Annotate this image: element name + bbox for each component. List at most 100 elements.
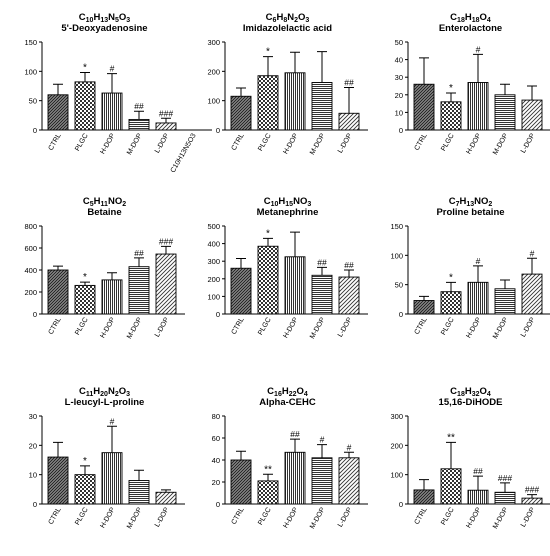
significance-label: # — [476, 44, 481, 54]
y-tick-label: 30 — [29, 412, 37, 421]
error-bar-l-dop — [344, 269, 354, 278]
x-tick-label: L-DOP — [520, 316, 537, 338]
x-tick-label: H-DOP — [282, 316, 300, 339]
y-tick-label: 100 — [390, 251, 403, 260]
x-tick-label: L-DOP — [154, 316, 171, 338]
significance-label: * — [449, 272, 453, 283]
x-tick-label: M-DOP — [126, 316, 144, 340]
bar-ctrl — [230, 267, 252, 315]
error-bar-ctrl — [419, 57, 429, 85]
y-tick-label: 150 — [390, 222, 403, 231]
y-tick-label: 100 — [207, 292, 220, 301]
bar-ctrl — [413, 489, 435, 505]
x-tick-label: L-DOP — [337, 506, 354, 528]
chart-formula: C18H32O4 — [450, 386, 491, 398]
bar-plgc — [257, 75, 279, 131]
x-tick-label: CTRL — [48, 316, 63, 335]
error-bar-ctrl — [53, 441, 63, 458]
error-bar-m-dop — [317, 444, 327, 458]
bar-h-dop — [467, 82, 489, 131]
error-bar-l-dop — [161, 117, 171, 123]
error-bar-m-dop — [134, 110, 144, 120]
error-bar-l-dop — [344, 451, 354, 458]
significance-label: ### — [159, 236, 173, 246]
chart-title: Imidazolelactic acid — [242, 23, 333, 34]
error-bar-h-dop — [473, 265, 483, 283]
significance-label: # — [347, 442, 352, 452]
bar-h-dop — [101, 279, 123, 315]
y-tick-label: 0 — [216, 310, 220, 319]
y-tick-label: 30 — [395, 73, 403, 82]
bar-h-dop — [467, 281, 489, 315]
y-tick-label: 0 — [33, 126, 37, 135]
chart-formula: C16H22O4 — [267, 386, 308, 398]
y-tick-label: 200 — [390, 441, 403, 450]
y-tick-label: 100 — [24, 67, 37, 76]
bar-h-dop — [284, 256, 306, 315]
x-tick-label: PLGC — [74, 507, 90, 527]
error-bar-h-dop — [290, 231, 300, 257]
significance-label: ## — [317, 257, 327, 267]
y-tick-label: 100 — [207, 97, 220, 106]
chart-title: Betaine — [87, 207, 122, 218]
error-bar-ctrl — [236, 450, 246, 460]
bar-l-dop — [155, 253, 177, 315]
significance-label: * — [266, 47, 270, 58]
bar-l-dop — [521, 273, 543, 315]
chart-panel-betaine: C5H11NO2 Betaine 0 200 400 600 800 CTRL * PLGC H-D… — [0, 196, 185, 366]
bar-m-dop — [494, 288, 516, 315]
y-tick-label: 300 — [207, 257, 220, 266]
bar-m-dop — [128, 118, 150, 131]
bar-l-dop — [521, 497, 543, 505]
chart-panel-l-leucyl-l-proline: C11H20N2O3 L-leucyl-L-proline 0 10 20 30 CTRL *… — [0, 386, 185, 556]
y-tick-label: 0 — [399, 500, 403, 509]
y-tick-label: 300 — [390, 412, 403, 421]
y-tick-label: 10 — [29, 471, 37, 480]
chart-title: Alpha-CEHC — [259, 397, 316, 408]
y-tick-label: 20 — [29, 441, 37, 450]
x-tick-label: M-DOP — [492, 506, 510, 530]
significance-label: ## — [134, 248, 144, 258]
y-tick-label: 40 — [212, 456, 220, 465]
y-tick-label: 50 — [395, 281, 403, 290]
significance-label: ### — [498, 473, 512, 483]
x-tick-label: H-DOP — [282, 132, 300, 155]
error-bar-ctrl — [419, 479, 429, 490]
error-bar-l-dop — [527, 257, 537, 275]
error-bar-l-dop — [527, 494, 537, 499]
chart-title: L-leucyl-L-proline — [64, 397, 145, 408]
error-bar-ctrl — [236, 258, 246, 269]
bar-plgc — [440, 101, 462, 131]
chart-panel-15-16-dihode: C18H32O4 15,16-DiHODE 0 100 200 300 CTRL ** PLGC… — [366, 386, 550, 556]
x-tick-label: CTRL — [48, 506, 63, 525]
bar-ctrl — [47, 456, 69, 505]
error-bar-l-dop — [161, 245, 171, 255]
bar-h-dop — [101, 92, 123, 131]
x-tick-label: M-DOP — [309, 132, 327, 156]
y-tick-label: 20 — [212, 478, 220, 487]
y-tick-label: 300 — [207, 38, 220, 47]
x-tick-label: PLGC — [74, 133, 90, 153]
y-tick-label: 0 — [216, 500, 220, 509]
x-tick-label: PLGC — [440, 317, 456, 337]
chart-formula: C5H11NO2 — [82, 196, 127, 208]
chart-formula: C11H20N2O3 — [78, 386, 131, 398]
significance-label: ### — [525, 485, 539, 495]
error-bar-h-dop — [107, 425, 117, 453]
bar-l-dop — [338, 276, 360, 315]
y-tick-label: 50 — [29, 97, 37, 106]
chart-panel-alpha-cehc: C16H22O4 Alpha-CEHC 0 20 40 60 80 CTRL ** PLGC ## H… — [183, 386, 368, 556]
y-tick-label: 200 — [207, 67, 220, 76]
x-tick-label: PLGC — [440, 133, 456, 153]
significance-label: ## — [344, 260, 354, 270]
chart-formula: C6H8N2O3 — [265, 12, 310, 24]
error-bar-plgc — [263, 473, 273, 481]
bar-ctrl — [413, 83, 435, 131]
significance-label: # — [530, 248, 535, 258]
x-tick-label: L-DOP — [337, 316, 354, 338]
x-tick-label: M-DOP — [492, 316, 510, 340]
significance-label: * — [83, 456, 87, 467]
chart-formula: C7H13NO2 — [448, 196, 493, 208]
x-tick-label: L-DOP — [520, 132, 537, 154]
x-tick-label: M-DOP — [492, 132, 510, 156]
